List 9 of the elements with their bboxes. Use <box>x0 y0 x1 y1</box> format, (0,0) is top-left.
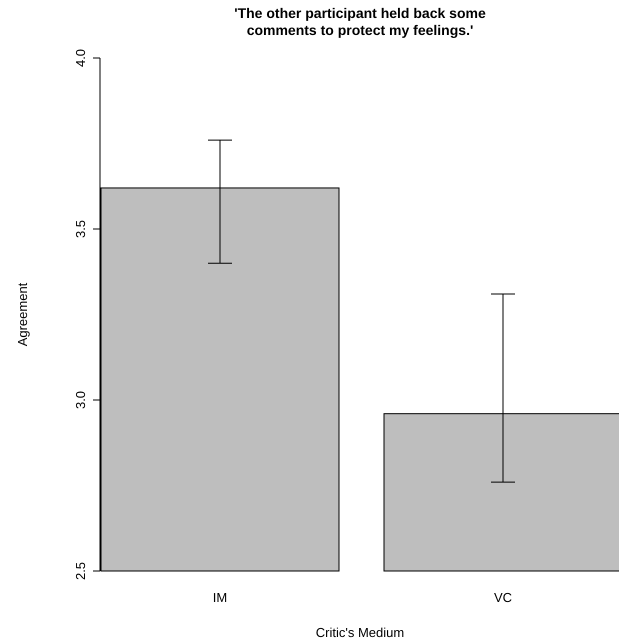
x-axis-title: Critic's Medium <box>316 625 404 640</box>
y-tick-label: 2.5 <box>73 562 88 580</box>
y-tick-label: 4.0 <box>73 48 88 68</box>
y-tick-label: 3.0 <box>73 390 88 410</box>
y-axis-title: Agreement <box>15 282 30 346</box>
x-tick-label: VC <box>494 590 512 605</box>
y-tick-label: 3.5 <box>73 220 88 238</box>
x-tick-label: IM <box>212 590 228 605</box>
chart-title: 'The other participant held back some comments to protect my feelings.' <box>234 5 486 38</box>
